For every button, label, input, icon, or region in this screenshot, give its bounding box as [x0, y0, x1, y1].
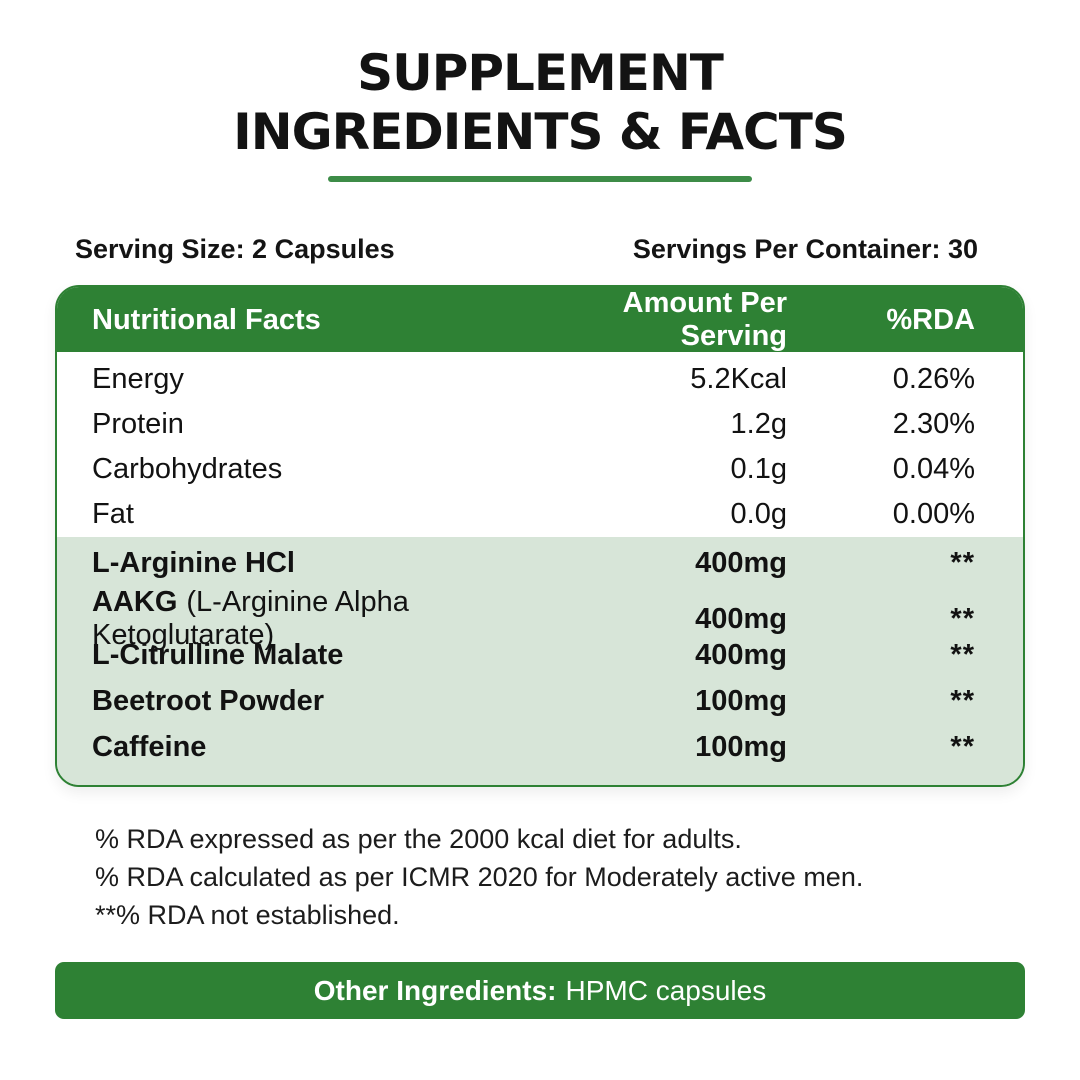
nutrient-rda: 0.00%	[892, 498, 975, 530]
ingredient-name: AAKG (L-Arginine Alpha Ketoglutarate)	[57, 586, 537, 652]
ingredient-name-main: AAKG	[92, 586, 178, 618]
serving-info-row: Serving Size: 2 Capsules Servings Per Co…	[0, 234, 1080, 265]
table-row: Beetroot Powder 100mg **	[57, 678, 1023, 724]
ingredient-rda: **	[950, 546, 975, 579]
footnote-line: % RDA calculated as per ICMR 2020 for Mo…	[95, 862, 864, 892]
ingredient-name: Beetroot Powder	[57, 685, 537, 718]
nutrient-rda: 2.30%	[892, 408, 975, 440]
ingredient-rda: **	[950, 730, 975, 763]
nutrient-name: Protein	[92, 408, 184, 440]
footnote-line: % RDA expressed as per the 2000 kcal die…	[95, 824, 742, 854]
ingredient-amount: 400mg	[695, 638, 787, 671]
ingredient-rda: **	[950, 684, 975, 717]
ingredient-name-main: L-Citrulline Malate	[92, 638, 344, 671]
nutrition-facts-table: Nutritional Facts Amount Per Serving %RD…	[55, 285, 1025, 787]
nutrient-amount: 1.2g	[730, 408, 787, 440]
header-rda: %RDA	[886, 303, 975, 336]
ingredient-name: L-Arginine HCl	[57, 547, 537, 580]
ingredient-amount: 100mg	[695, 730, 787, 763]
ingredient-rda: **	[950, 638, 975, 671]
other-ingredients-value: HPMC capsules	[565, 974, 767, 1006]
other-ingredients-bar: Other Ingredients: HPMC capsules	[55, 962, 1025, 1019]
table-row: Fat 0.0g 0.00%	[57, 492, 1023, 537]
nutrient-rda: 0.04%	[892, 453, 975, 485]
table-row: Caffeine 100mg **	[57, 724, 1023, 770]
macro-nutrients-section: Energy 5.2Kcal 0.26% Protein 1.2g 2.30% …	[57, 352, 1023, 537]
footnotes: % RDA expressed as per the 2000 kcal die…	[95, 820, 995, 934]
table-row: Energy 5.2Kcal 0.26%	[57, 357, 1023, 402]
table-row: L-Citrulline Malate 400mg **	[57, 632, 1023, 678]
ingredient-name-secondary: (L-Arginine Alpha Ketoglutarate)	[92, 586, 409, 651]
nutrient-amount: 5.2Kcal	[690, 363, 787, 395]
page-title: SUPPLEMENT INGREDIENTS & FACTS	[0, 44, 1080, 182]
ingredient-name: L-Citrulline Malate	[57, 639, 537, 672]
ingredient-rda: **	[950, 602, 975, 635]
table-row: AAKG (L-Arginine Alpha Ketoglutarate) 400…	[57, 586, 1023, 651]
nutrient-name: Fat	[92, 498, 134, 530]
ingredient-name-main: Caffeine	[92, 730, 207, 763]
other-ingredients-label: Other Ingredients:	[313, 974, 557, 1006]
nutrient-amount: 0.0g	[730, 498, 787, 530]
title-line-1: SUPPLEMENT	[357, 44, 724, 102]
table-row: Protein 1.2g 2.30%	[57, 402, 1023, 447]
header-amount-per-serving: Amount Per Serving	[622, 287, 787, 352]
title-line-2: INGREDIENTS & FACTS	[233, 103, 848, 161]
footnote-line: **% RDA not established.	[95, 900, 400, 930]
nutrient-name: Carbohydrates	[92, 453, 283, 485]
table-row: L-Arginine HCl 400mg **	[57, 540, 1023, 586]
nutrient-name: Energy	[92, 363, 184, 395]
ingredient-amount: 400mg	[695, 546, 787, 579]
nutrient-rda: 0.26%	[892, 363, 975, 395]
ingredient-name-main: Beetroot Powder	[92, 684, 325, 717]
table-header-row: Nutritional Facts Amount Per Serving %RD…	[57, 287, 1023, 352]
servings-per-container-label: Servings Per Container: 30	[632, 234, 978, 264]
ingredient-name: Caffeine	[57, 731, 537, 764]
nutrient-amount: 0.1g	[730, 453, 787, 485]
active-ingredients-section: L-Arginine HCl 400mg ** AAKG (L-Arginine …	[57, 537, 1023, 785]
ingredient-amount: 400mg	[695, 602, 787, 635]
ingredient-name-main: L-Arginine HCl	[92, 546, 295, 579]
ingredient-amount: 100mg	[695, 684, 787, 717]
table-row: Carbohydrates 0.1g 0.04%	[57, 447, 1023, 492]
header-nutritional-facts: Nutritional Facts	[92, 303, 321, 336]
serving-size-label: Serving Size: 2 Capsules	[75, 234, 395, 264]
title-underline	[328, 176, 752, 182]
